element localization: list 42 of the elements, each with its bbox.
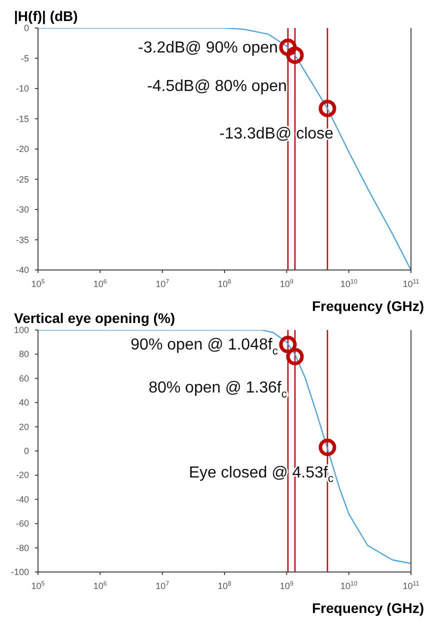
x-tick-label: 10$^{11}$ — [402, 580, 420, 591]
y-tick-label: -20 — [16, 144, 29, 154]
x-tick-label: 10$^{10}$ — [340, 580, 358, 591]
x-tick-label: 10$^{11}$ — [402, 278, 420, 289]
y-axis-title: Vertical eye opening (%) — [14, 310, 176, 326]
annotation: -4.5dB@ 80% open — [147, 78, 287, 96]
x-tick-label: 10$^{6}$ — [93, 580, 108, 591]
x-tick-label: 10$^{9}$ — [280, 580, 294, 591]
y-tick-label: -10 — [16, 84, 29, 94]
y-axis-title: |H(f)| (dB) — [14, 8, 78, 24]
y-tick-label: -60 — [16, 518, 29, 529]
x-tick-label: 10$^{5}$ — [31, 278, 46, 289]
y-tick-label: -5 — [20, 53, 29, 64]
y-tick-label: -40 — [16, 265, 29, 275]
y-tick-label: -25 — [16, 174, 29, 184]
x-tick-label: 10$^{7}$ — [156, 278, 170, 289]
y-tick-label: -15 — [16, 114, 29, 124]
y-tick-label: 0 — [24, 23, 29, 33]
y-tick-label: -80 — [16, 542, 29, 553]
y-tick-label: 0 — [24, 446, 29, 456]
x-tick-label: 10$^{7}$ — [156, 580, 170, 591]
annotation: 90% open @ 1.048f$_{c}$ — [130, 336, 278, 358]
y-tick-label: 40 — [18, 398, 29, 408]
y-tick-label: 20 — [18, 422, 29, 432]
y-tick-label: -100 — [10, 567, 29, 577]
y-tick-label: 100 — [14, 325, 29, 335]
annotation: 80% open @ 1.36f$_{c}$ — [148, 380, 288, 400]
y-tick-label: -40 — [16, 494, 29, 504]
x-tick-label: 10$^{9}$ — [280, 278, 294, 289]
y-tick-label: -35 — [16, 234, 29, 245]
y-tick-label: 80 — [18, 349, 29, 360]
x-tick-label: 10$^{6}$ — [93, 278, 108, 289]
x-tick-label: 10$^{8}$ — [218, 278, 232, 289]
x-axis-title: Frequency (GHz) — [312, 298, 424, 314]
x-tick-label: 10$^{10}$ — [340, 278, 358, 289]
x-axis-title: Frequency (GHz) — [312, 600, 424, 616]
annotation: -3.2dB@ 90% open — [138, 39, 278, 56]
y-tick-label: 60 — [18, 373, 29, 384]
y-tick-label: -20 — [16, 470, 29, 480]
x-tick-label: 10$^{5}$ — [31, 580, 46, 591]
x-tick-label: 10$^{8}$ — [218, 580, 232, 591]
y-tick-label: -30 — [16, 204, 29, 214]
